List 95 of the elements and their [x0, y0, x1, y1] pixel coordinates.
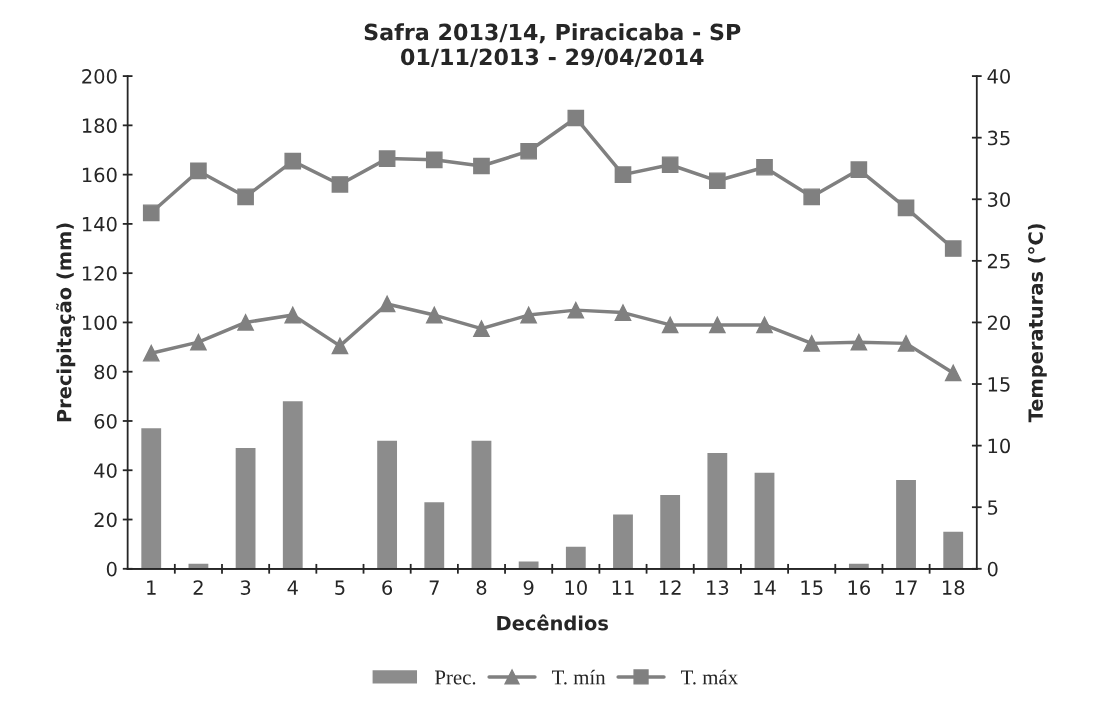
y2-tick-label: 15 [988, 377, 1010, 392]
point [897, 335, 915, 352]
point [473, 320, 490, 337]
x-tick-label: 9 [523, 580, 534, 595]
point [850, 333, 868, 351]
bar [943, 531, 964, 569]
point [567, 301, 585, 319]
y2-tick-label: 5 [988, 500, 998, 515]
y2-tick-label: 25 [987, 253, 1010, 269]
point [661, 156, 679, 174]
point [331, 337, 349, 355]
bar [377, 440, 398, 569]
x-tick-label: 17 [895, 580, 917, 595]
bar [235, 448, 256, 569]
point [756, 158, 773, 176]
point [425, 306, 443, 324]
point [897, 199, 915, 217]
y-tick-label: 40 [94, 463, 117, 478]
point [709, 172, 726, 190]
y-tick-label: 160 [82, 167, 117, 183]
point [803, 188, 821, 206]
bar [141, 428, 162, 569]
legend-label: Prec. [434, 670, 476, 685]
bar [471, 440, 492, 569]
point [709, 316, 726, 334]
x-tick-label: 16 [848, 580, 871, 595]
y2-tick-label: 30 [988, 192, 1010, 207]
x-tick-label: 8 [476, 580, 487, 595]
y-tick-label: 180 [82, 118, 117, 134]
y-tick-label: 60 [94, 413, 117, 429]
x-tick-label: 14 [754, 580, 776, 595]
point [378, 150, 396, 167]
bar [613, 514, 633, 569]
point [803, 335, 821, 352]
point [520, 142, 537, 160]
x-tick-label: 4 [287, 580, 298, 595]
bar [707, 453, 728, 569]
chart-title: Safra 2013/14, Piracicaba - SP 01/11/2013 - 29/04/2014 [364, 23, 741, 68]
bar [660, 494, 681, 569]
x-tick-label: 2 [193, 580, 203, 595]
legend-label: T. máx [681, 669, 738, 685]
y-tick-label: 140 [82, 216, 117, 232]
point [567, 109, 585, 127]
y-tick-label: 20 [94, 512, 117, 528]
x-tick-label: 12 [659, 580, 681, 595]
y-axis-title: Precipitação (mm) [56, 223, 76, 422]
point [237, 314, 254, 331]
point [520, 306, 537, 324]
bar [424, 502, 445, 569]
x-tick-label: 10 [565, 580, 587, 595]
bar [754, 472, 775, 569]
bar [282, 401, 303, 569]
point [614, 304, 632, 321]
point [284, 306, 302, 324]
y2-tick-label: 10 [988, 438, 1010, 454]
y-tick-label: 200 [82, 69, 117, 84]
point [378, 295, 396, 313]
point [190, 333, 207, 351]
point [237, 188, 254, 206]
x-tick-label: 1 [147, 580, 156, 595]
point [944, 240, 962, 257]
y2-tick-label: 0 [987, 561, 998, 577]
x-axis-title: Decêndios [497, 614, 608, 631]
y2-tick-label: 20 [987, 315, 1010, 331]
bar [896, 480, 916, 569]
y-tick-label: 100 [82, 315, 117, 331]
point [425, 151, 443, 169]
bar [518, 561, 539, 569]
y-tick-label: 80 [94, 364, 117, 380]
x-tick-label: 7 [429, 580, 439, 595]
y2-tick-label: 40 [987, 69, 1010, 84]
y-tick-label: 120 [82, 266, 117, 281]
x-tick-label: 6 [382, 580, 393, 595]
x-tick-label: 3 [240, 580, 251, 595]
legend-label: T. mín [552, 669, 606, 685]
point [850, 161, 868, 179]
x-tick-label: 13 [707, 580, 729, 595]
point [473, 157, 490, 175]
y2-tick-label: 35 [988, 130, 1010, 146]
point [284, 152, 302, 170]
point [661, 316, 679, 334]
x-tick-label: 15 [801, 580, 823, 595]
point [614, 166, 632, 183]
y-tick-label: 0 [106, 561, 117, 577]
x-tick-label: 18 [942, 580, 965, 595]
point [756, 316, 773, 334]
point [190, 162, 207, 180]
point [331, 176, 349, 193]
point [142, 204, 160, 222]
y2-axis-title: Temperaturas (°C) [1027, 224, 1047, 423]
bar [565, 546, 586, 569]
point [142, 344, 160, 362]
x-tick-label: 11 [612, 580, 634, 595]
point [944, 364, 962, 382]
x-tick-label: 5 [335, 580, 345, 595]
